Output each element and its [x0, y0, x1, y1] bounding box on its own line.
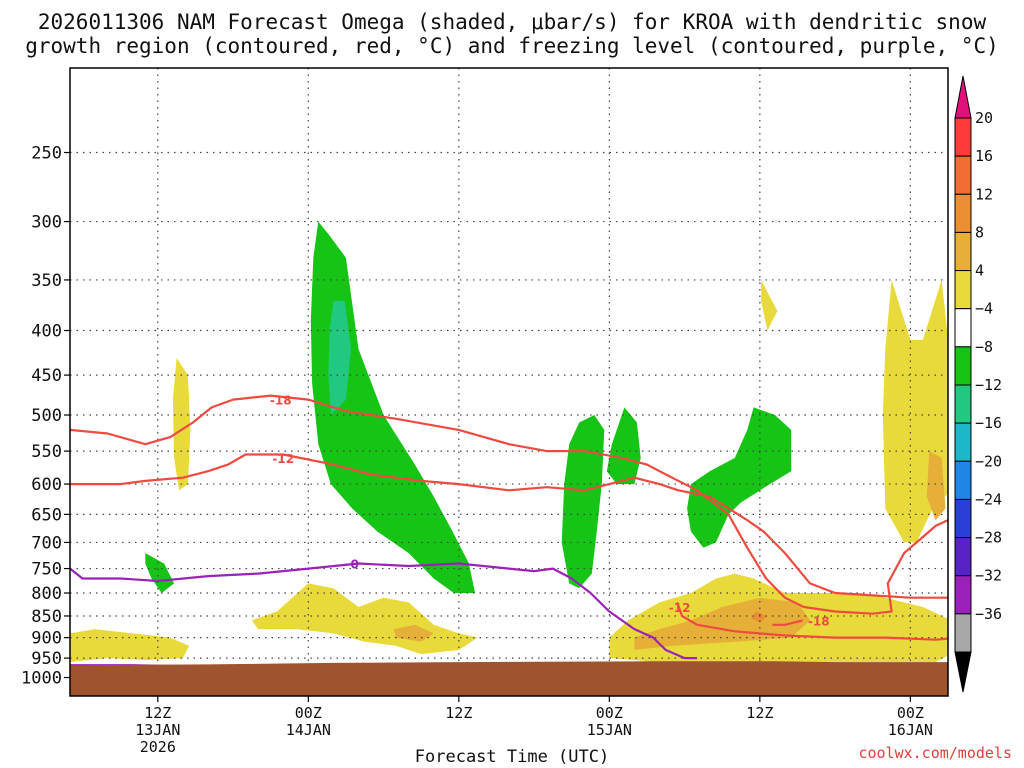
omega-region-11: [251, 583, 478, 655]
chart-title-line-1: 2026011306 NAM Forecast Omega (shaded, μ…: [37, 10, 987, 34]
colorbar: 20 16 12 8 4 −4 −8 −12 −16 −20 −24 −28 −32 −36: [954, 75, 1002, 693]
dgz-isotherm-1-label: -18: [270, 394, 292, 408]
y-tick-label-550: 550: [31, 442, 62, 462]
y-tick-label-250: 250: [31, 144, 62, 164]
colorbar-label-14: −36: [975, 605, 1002, 623]
colorbar-swatch-1: [954, 117, 972, 157]
chart-title-line-2: growth region (contoured, red, °C) and f…: [25, 34, 999, 58]
y-tick-label-650: 650: [31, 505, 62, 525]
x-tick-label-18-1: 14JAN: [286, 721, 331, 739]
contour-layer: -18 -12 -12 -18 0: [70, 394, 948, 668]
x-tick-label-6-2: 2026: [140, 738, 176, 756]
colorbar-label-6: −4: [975, 300, 993, 318]
omega-region-2: [561, 415, 605, 589]
colorbar-swatch-4: [954, 231, 972, 272]
axes-layer: 2503003504004505005506006507007508008509…: [21, 67, 949, 756]
colorbar-swatch-6: [954, 308, 972, 348]
colorbar-label-2: 16: [975, 147, 993, 165]
y-tick-label-350: 350: [31, 271, 62, 291]
x-tick-label-30-0: 12Z: [445, 704, 472, 722]
omega-region-15: [634, 597, 810, 650]
dgz-isotherm-2-label: -12: [272, 452, 294, 466]
colorbar-label-8: −12: [975, 376, 1002, 394]
omega-region-9: [761, 279, 778, 331]
colorbar-label-1: 20: [975, 109, 993, 127]
colorbar-swatch-11: [954, 498, 972, 539]
plot-frame: [69, 67, 949, 697]
y-tick-label-900: 900: [31, 629, 62, 649]
y-tick-label-300: 300: [31, 213, 62, 233]
colorbar-label-3: 12: [975, 185, 993, 203]
colorbar-swatch-14: [954, 613, 972, 653]
y-tick-label-700: 700: [31, 533, 62, 553]
colorbar-label-4: 8: [975, 223, 984, 241]
x-tick-label-42-1: 15JAN: [587, 721, 632, 739]
y-tick-label-500: 500: [31, 406, 62, 426]
omega-region-6: [145, 553, 175, 593]
credit-text: coolwx.com/models: [858, 744, 1012, 762]
grid-layer: [70, 68, 948, 696]
x-tick-label-66-0: 00Z: [897, 704, 924, 722]
colorbar-bottom-cap: [954, 651, 972, 693]
y-tick-label-750: 750: [31, 560, 62, 580]
colorbar-label-9: −16: [975, 414, 1002, 432]
colorbar-label-7: −8: [975, 338, 993, 356]
colorbar-label-12: −28: [975, 529, 1002, 547]
dgz-isotherm-1: [70, 394, 948, 615]
colorbar-top-cap: [954, 75, 972, 119]
y-tick-label-600: 600: [31, 475, 62, 495]
ground-surface: [70, 661, 961, 696]
colorbar-swatch-7: [954, 346, 972, 386]
x-tick-label-18-0: 00Z: [295, 704, 322, 722]
colorbar-swatch-2: [954, 155, 972, 195]
omega-region-12: [70, 629, 190, 663]
dgz-isotherm-3: [676, 602, 948, 641]
colorbar-label-10: −20: [975, 452, 1002, 470]
x-tick-label-54-0: 12Z: [746, 704, 773, 722]
x-tick-label-6-0: 12Z: [144, 704, 171, 722]
freezing-level-line: [70, 562, 698, 660]
y-tick-label-950: 950: [31, 649, 62, 669]
colorbar-swatch-10: [954, 460, 972, 500]
y-tick-label-450: 450: [31, 366, 62, 386]
y-tick-label-850: 850: [31, 607, 62, 627]
freezing-level-line-label: 0: [351, 557, 359, 571]
colorbar-swatch-12: [954, 537, 972, 577]
colorbar-label-11: −24: [975, 490, 1002, 508]
colorbar-swatch-3: [954, 193, 972, 233]
x-tick-label-42-0: 00Z: [596, 704, 623, 722]
x-tick-label-6-1: 13JAN: [135, 721, 180, 739]
colorbar-label-5: 4: [975, 262, 984, 280]
omega-region-1: [310, 221, 476, 593]
x-axis-label: Forecast Time (UTC): [414, 747, 610, 767]
omega-region-14: [393, 624, 434, 642]
dgz-isotherm-4-label: -18: [808, 614, 830, 628]
y-tick-label-1000: 1000: [21, 669, 62, 689]
omega-region-3: [606, 407, 641, 485]
ground-layer: [70, 661, 961, 696]
y-tick-label-400: 400: [31, 322, 62, 342]
colorbar-swatch-13: [954, 575, 972, 615]
omega-region-17: [751, 611, 768, 623]
dgz-isotherm-2: [70, 453, 948, 599]
dgz-isotherm-4: [772, 619, 803, 626]
colorbar-swatch-8: [954, 384, 972, 424]
y-tick-label-800: 800: [31, 584, 62, 604]
x-tick-label-66-1: 16JAN: [888, 721, 933, 739]
dgz-isotherm-3-label: -12: [669, 601, 691, 615]
omega-region-7: [328, 301, 351, 415]
colorbar-swatch-5: [954, 270, 972, 310]
omega-region-8: [172, 357, 191, 491]
omega-region-4: [687, 407, 792, 548]
omega-region-16: [926, 451, 946, 521]
colorbar-swatch-9: [954, 422, 972, 462]
colorbar-label-13: −32: [975, 567, 1002, 585]
